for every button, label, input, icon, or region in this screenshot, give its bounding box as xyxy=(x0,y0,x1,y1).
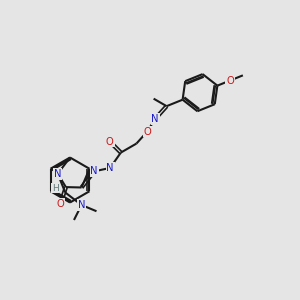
Text: O: O xyxy=(56,199,64,209)
Text: N: N xyxy=(54,169,62,179)
Text: N: N xyxy=(78,200,85,210)
Text: H: H xyxy=(52,184,59,193)
Text: O: O xyxy=(106,136,114,147)
Text: O: O xyxy=(143,127,151,136)
Text: N: N xyxy=(106,163,114,173)
Text: O: O xyxy=(226,76,234,85)
Text: N: N xyxy=(152,114,159,124)
Text: N: N xyxy=(90,166,98,176)
